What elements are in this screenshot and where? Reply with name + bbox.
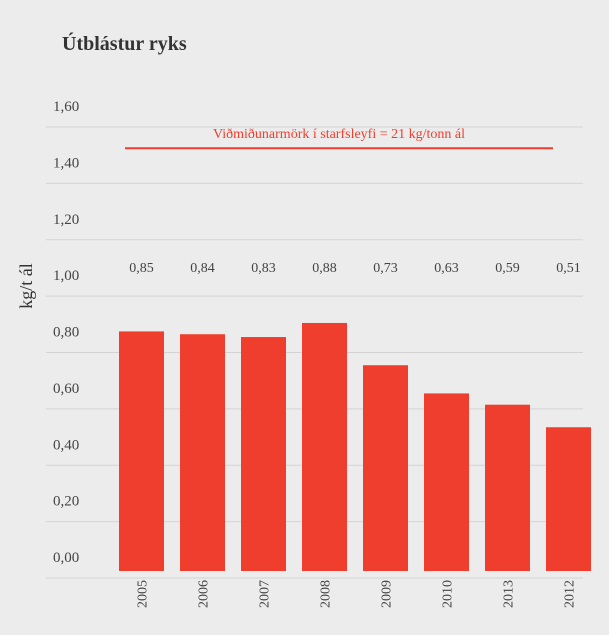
value-label: 0,84 [190, 261, 215, 276]
y-tick-label: 0,40 [53, 437, 79, 453]
y-axis-label: kg/t ál [16, 263, 36, 309]
x-tick-label: 2012 [563, 580, 578, 608]
y-tick-label: 1,00 [53, 268, 79, 284]
value-label: 0,59 [495, 261, 520, 276]
y-tick-label: 0,80 [53, 325, 79, 341]
x-tick-label: 2007 [258, 580, 273, 608]
y-tick-label: 0,20 [53, 494, 79, 510]
value-label: 0,73 [373, 261, 398, 276]
value-label: 0,63 [434, 261, 459, 276]
chart-title: Útblástur ryks [62, 31, 187, 55]
y-tick-label: 0,60 [53, 381, 79, 397]
x-tick-label: 2013 [502, 580, 517, 608]
reference-label: Viðmiðunarmörk í starfsleyfi = 21 kg/ton… [213, 127, 465, 142]
y-tick-label: 1,20 [53, 212, 79, 228]
bar [302, 322, 347, 571]
bar [424, 393, 469, 571]
x-tick-label: 2008 [319, 580, 334, 608]
value-label: 0,88 [312, 261, 337, 276]
bar [119, 331, 164, 571]
value-label: 0,83 [251, 261, 276, 276]
x-tick-label: 2009 [380, 580, 395, 608]
bar [180, 334, 225, 571]
y-tick-label: 0,00 [53, 550, 79, 566]
bar [485, 404, 530, 571]
bar [241, 337, 286, 571]
y-tick-label: 1,40 [53, 155, 79, 171]
x-tick-label: 2006 [197, 580, 212, 608]
bar [546, 427, 591, 571]
value-label: 0,85 [129, 261, 154, 276]
bar [363, 365, 408, 571]
x-tick-label: 2005 [136, 580, 151, 608]
x-tick-label: 2010 [441, 580, 456, 608]
y-tick-label: 1,60 [53, 99, 79, 115]
value-label: 0,51 [556, 261, 581, 276]
